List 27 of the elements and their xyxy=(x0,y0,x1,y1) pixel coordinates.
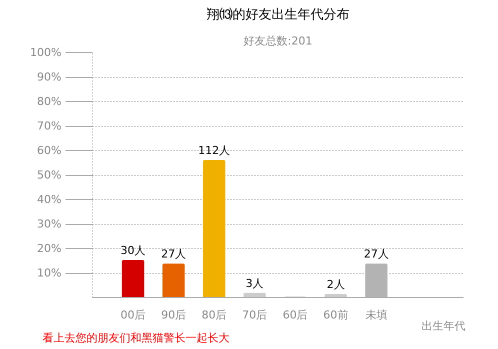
annotation: 2人 xyxy=(326,278,345,292)
x-tick-label: 80后 xyxy=(202,308,227,322)
annotation: 30人 xyxy=(120,244,146,257)
y-tick-label: 60% xyxy=(37,144,62,157)
annotation: 112人 xyxy=(198,144,230,158)
x-tick-label: 未填 xyxy=(365,308,388,322)
annotation: 27人 xyxy=(364,248,389,261)
y-tick-label: 80% xyxy=(37,95,62,108)
x-tick-label: 60后 xyxy=(282,308,308,322)
y-tick-label: 90% xyxy=(37,70,62,84)
y-tick-label: 30% xyxy=(37,218,62,230)
x-tick-label: 60前 xyxy=(323,308,348,322)
y-tick-label: 50% xyxy=(37,168,62,182)
x-tick-label: 00后 xyxy=(120,308,146,322)
x-axis-title: 出生年代 xyxy=(422,320,466,332)
y-tick-label: 100% xyxy=(30,46,62,59)
annotation: 3人 xyxy=(246,276,264,290)
chart-subtitle: 好友总数:201 xyxy=(244,34,312,48)
annotation: 27人 xyxy=(161,248,186,261)
y-tick-label: 40% xyxy=(37,193,62,206)
text: 看上去您的朋友们和黑猫警长一起长大 xyxy=(42,332,230,344)
y-tick-label: 70% xyxy=(37,120,62,132)
x-tick-label: 70后 xyxy=(242,308,268,322)
chart-title: 翔⒀的好友出生年代分布 xyxy=(206,8,350,22)
x-tick-label: 90后 xyxy=(161,308,186,322)
y-tick-label: 10% xyxy=(37,266,62,280)
y-tick-label: 20% xyxy=(37,242,62,255)
